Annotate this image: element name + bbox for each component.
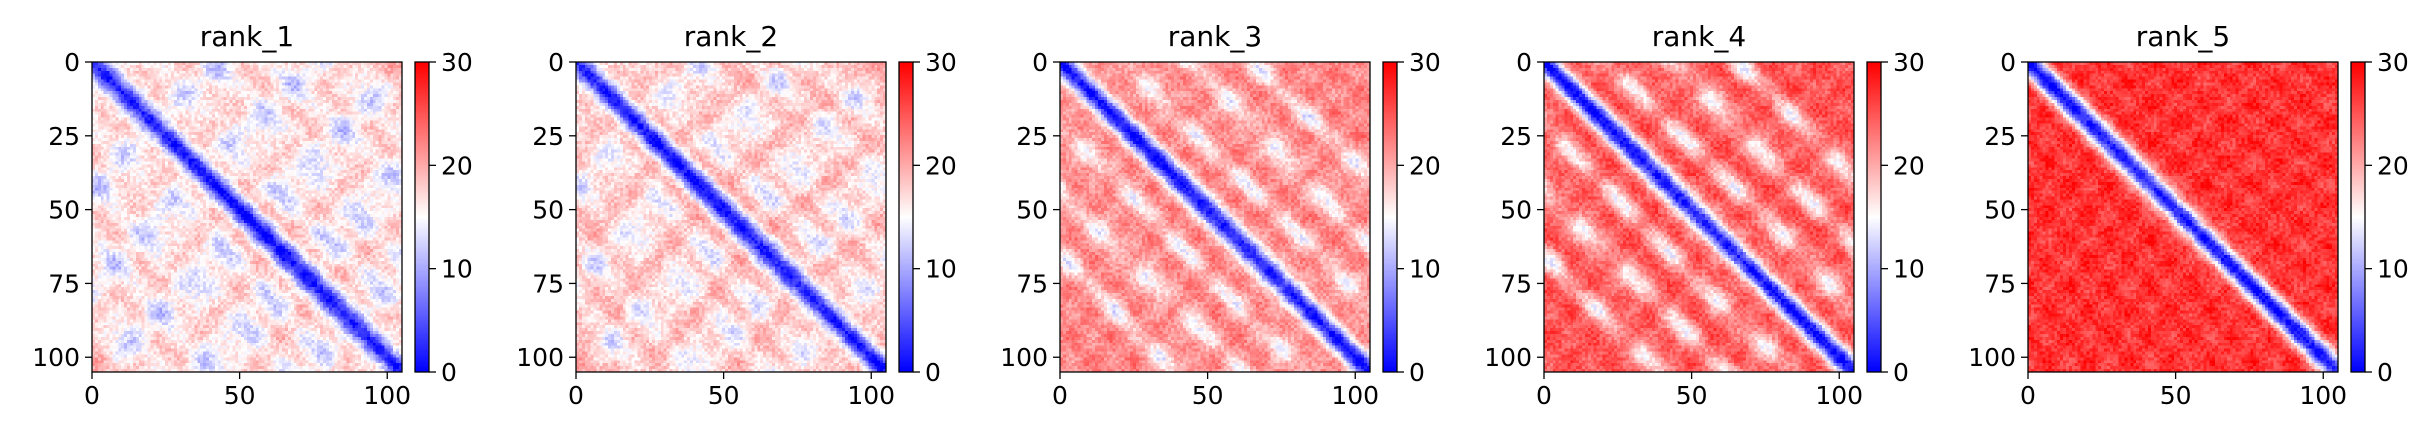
y-tick-label: 0 [1516, 48, 1532, 77]
y-tick-label: 50 [1984, 196, 2016, 225]
panel-title: rank_5 [2136, 20, 2230, 53]
y-tick-label: 25 [1500, 122, 1532, 151]
colorbar-tick-label: 20 [2377, 151, 2409, 180]
colorbar-tick-label: 30 [441, 48, 473, 77]
x-tick-label: 100 [2299, 381, 2347, 410]
panel-title: rank_3 [1168, 20, 1262, 53]
y-tick-label: 100 [1000, 343, 1048, 372]
panel-title: rank_4 [1652, 20, 1746, 53]
colorbar-tick-label: 0 [1409, 358, 1425, 387]
y-tick-label: 25 [532, 122, 564, 151]
heatmap-frame [2027, 61, 2339, 373]
colorbar-tick-label: 10 [1893, 255, 1925, 284]
x-tick-label: 0 [1052, 381, 1068, 410]
x-tick-label: 50 [2160, 381, 2192, 410]
heatmap-image [576, 62, 886, 372]
x-tick-label: 0 [2020, 381, 2036, 410]
colorbar-tick-label: 20 [441, 151, 473, 180]
y-tick-label: 75 [1500, 269, 1532, 298]
x-tick-label: 50 [224, 381, 256, 410]
colorbar-frame [1866, 61, 1882, 373]
x-tick-label: 0 [1536, 381, 1552, 410]
y-tick-label: 75 [532, 269, 564, 298]
colorbar-tick-label: 10 [1409, 255, 1441, 284]
y-tick-label: 75 [1016, 269, 1048, 298]
y-tick-label: 100 [1968, 343, 2016, 372]
y-tick-label: 50 [532, 196, 564, 225]
colorbar-tick-label: 0 [925, 358, 941, 387]
colorbar-frame [2350, 61, 2366, 373]
y-tick-label: 25 [1016, 122, 1048, 151]
x-tick-label: 50 [1192, 381, 1224, 410]
heatmap-frame [575, 61, 887, 373]
colorbar-tick-label: 30 [2377, 48, 2409, 77]
colorbar-tick-label: 10 [925, 255, 957, 284]
colorbar-tick-label: 30 [1893, 48, 1925, 77]
y-tick-label: 100 [32, 343, 80, 372]
y-tick-label: 0 [1032, 48, 1048, 77]
x-tick-label: 100 [847, 381, 895, 410]
panel-title: rank_2 [684, 20, 778, 53]
heatmap-image [1544, 62, 1854, 372]
colorbar [415, 62, 429, 372]
y-tick-label: 50 [1500, 196, 1532, 225]
y-tick-label: 50 [1016, 196, 1048, 225]
heatmap-image [92, 62, 402, 372]
colorbar-tick-label: 10 [441, 255, 473, 284]
x-tick-label: 0 [568, 381, 584, 410]
y-tick-label: 25 [1984, 122, 2016, 151]
colorbar [1383, 62, 1397, 372]
heatmap-image [1060, 62, 1370, 372]
colorbar-tick-label: 20 [1893, 151, 1925, 180]
colorbar-tick-label: 0 [1893, 358, 1909, 387]
colorbar-tick-label: 20 [925, 151, 957, 180]
panel-title: rank_1 [200, 20, 294, 53]
y-tick-label: 0 [2000, 48, 2016, 77]
x-tick-label: 100 [363, 381, 411, 410]
heatmap-frame [1059, 61, 1371, 373]
y-tick-label: 0 [64, 48, 80, 77]
colorbar-frame [898, 61, 914, 373]
x-tick-label: 0 [84, 381, 100, 410]
heatmap-image [2028, 62, 2338, 372]
y-tick-label: 100 [1484, 343, 1532, 372]
y-tick-label: 75 [1984, 269, 2016, 298]
x-tick-label: 50 [1676, 381, 1708, 410]
colorbar [899, 62, 913, 372]
y-tick-label: 75 [48, 269, 80, 298]
colorbar-tick-label: 10 [2377, 255, 2409, 284]
heatmap-frame [91, 61, 403, 373]
colorbar-tick-label: 30 [925, 48, 957, 77]
y-tick-label: 25 [48, 122, 80, 151]
colorbar-frame [1382, 61, 1398, 373]
colorbar-tick-label: 0 [441, 358, 457, 387]
colorbar [2351, 62, 2365, 372]
colorbar-tick-label: 0 [2377, 358, 2393, 387]
x-tick-label: 50 [708, 381, 740, 410]
y-tick-label: 50 [48, 196, 80, 225]
y-tick-label: 0 [548, 48, 564, 77]
x-tick-label: 100 [1815, 381, 1863, 410]
heatmap-frame [1543, 61, 1855, 373]
colorbar-tick-label: 20 [1409, 151, 1441, 180]
colorbar-frame [414, 61, 430, 373]
colorbar-tick-label: 30 [1409, 48, 1441, 77]
colorbar [1867, 62, 1881, 372]
x-tick-label: 100 [1331, 381, 1379, 410]
y-tick-label: 100 [516, 343, 564, 372]
